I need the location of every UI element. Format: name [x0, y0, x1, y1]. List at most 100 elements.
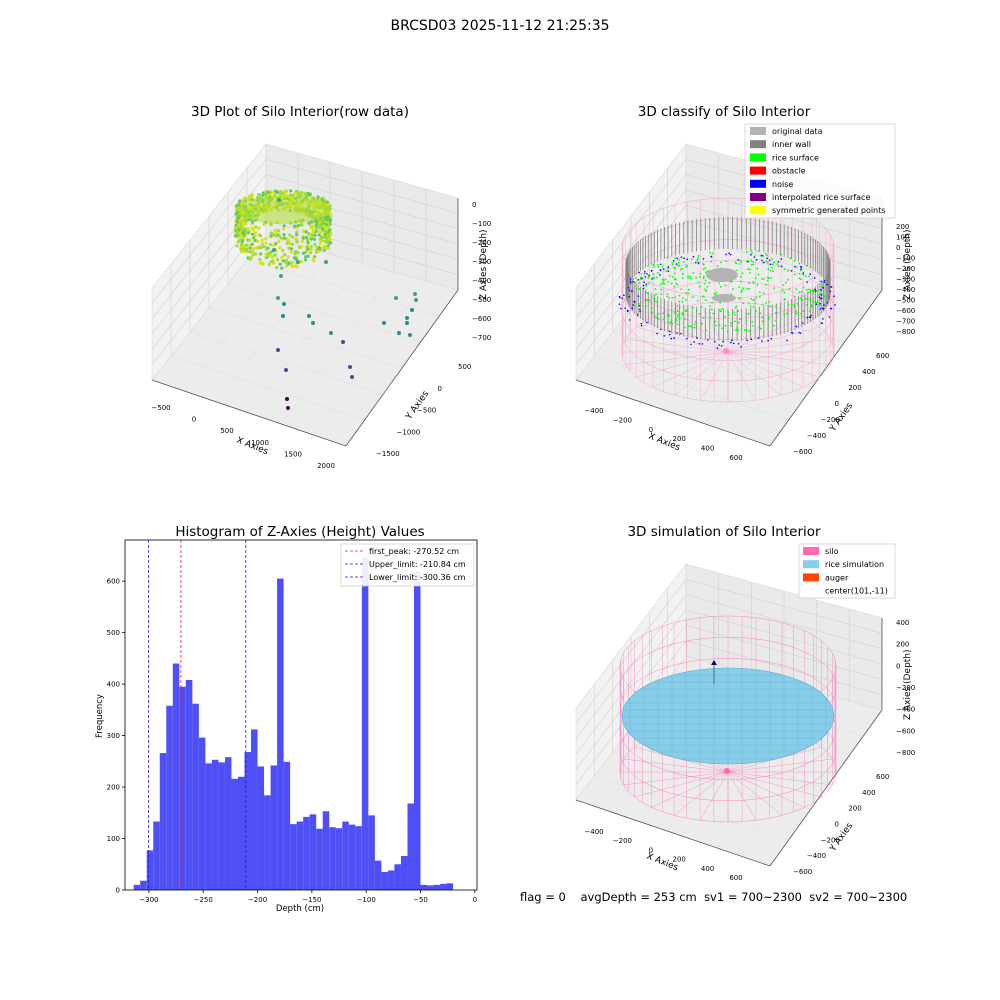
p2-rice-surface-point	[766, 276, 769, 279]
p2-rice-surface-point	[802, 310, 805, 313]
p2-noise-point	[755, 258, 758, 261]
p2-rice-surface-point	[734, 261, 737, 264]
p2-noise-point	[716, 347, 719, 349]
p2-rice-surface-point	[808, 288, 810, 291]
p2-noise-point	[640, 324, 643, 327]
p2-rice-surface-point	[655, 293, 657, 296]
p1-point	[242, 236, 246, 240]
p2-rice-surface-point	[698, 285, 701, 288]
p2-rice-surface-point	[750, 259, 752, 262]
p2-noise-point	[628, 289, 631, 292]
p4-box-y-axis	[769, 709, 883, 867]
p2-noise-point	[643, 281, 645, 283]
p2-rice-surface-point	[699, 272, 702, 275]
p1-point	[275, 258, 280, 262]
p1-point	[257, 194, 261, 198]
histogram-bar	[257, 766, 265, 890]
p2-rice-surface-point	[745, 251, 748, 253]
p2-noise-point	[747, 260, 749, 263]
p2-noise-point	[808, 316, 811, 319]
p2-rice-surface-point	[682, 311, 684, 314]
p1-point	[240, 249, 244, 254]
status-line: flag = 0 avgDepth = 253 cm sv1 = 700~230…	[520, 890, 907, 904]
histogram-bar	[368, 815, 375, 890]
p2-rice-surface-point	[666, 256, 669, 259]
p4-y-tick: −600	[793, 868, 812, 876]
p1-point	[279, 236, 284, 240]
p2-noise-point	[737, 342, 740, 345]
p1-point	[301, 251, 306, 255]
p2-rice-surface-point	[666, 295, 669, 298]
p2-rice-surface-point	[674, 282, 677, 285]
histogram-legend-label: Upper_limit: -210.84 cm	[369, 560, 466, 569]
p1-point	[269, 231, 273, 235]
p2-rice-surface-point	[669, 321, 671, 324]
histogram-bar	[153, 821, 160, 890]
p2-noise-point	[818, 296, 821, 298]
p2-rice-surface-point	[747, 268, 749, 271]
p2-rice-surface-point	[757, 250, 760, 253]
p2-noise-point	[834, 304, 836, 306]
p2-rice-surface-point	[718, 324, 721, 327]
p2-noise-point	[767, 339, 769, 342]
p2-noise-point	[701, 343, 704, 345]
p4-legend-swatch	[803, 547, 819, 555]
p1-outlier-point	[341, 340, 345, 344]
panel-classify-title: 3D classify of Silo Interior	[638, 104, 811, 120]
p2-noise-point	[676, 332, 678, 334]
p2-rice-surface-point	[703, 288, 706, 291]
histogram-bar	[166, 705, 173, 890]
p2-rice-surface-point	[734, 313, 737, 316]
p2-silo-spoke	[636, 351, 729, 378]
p2-rice-surface-point	[713, 292, 716, 295]
p2-rice-surface-point	[816, 301, 819, 304]
panel-raw-zlabel: Z Axies (Depth)	[479, 229, 489, 300]
p2-rice-surface-point	[793, 304, 796, 307]
p2-rice-surface-point	[694, 323, 696, 325]
p2-rice-surface-point	[697, 281, 700, 284]
p2-rice-surface-point	[647, 292, 649, 295]
p1-outlier-point	[350, 375, 354, 379]
p1-point	[284, 264, 288, 268]
histogram-bar	[394, 864, 401, 890]
p2-noise-point	[629, 278, 632, 280]
p2-rice-surface-point	[674, 312, 677, 315]
p4-z-tick: −200	[896, 684, 915, 692]
p2-rice-surface-point	[634, 281, 637, 284]
p2-rice-surface-point	[693, 326, 696, 329]
p2-rice-surface-point	[742, 302, 745, 305]
p1-point	[250, 232, 255, 236]
histogram-bar	[446, 883, 454, 890]
p1-point	[295, 230, 299, 234]
p1-point	[277, 239, 281, 244]
p1-point	[303, 192, 307, 196]
p2-rice-surface-point	[720, 261, 722, 264]
p2-x-tick: 400	[701, 445, 714, 453]
p1-point	[296, 224, 300, 228]
p1-point	[289, 189, 293, 193]
p1-point	[301, 236, 305, 240]
p2-rice-surface-point	[686, 309, 689, 312]
histogram-bar	[224, 757, 232, 890]
p2-rice-surface-point	[644, 291, 647, 294]
p4-legend-label: center(101,-11)	[825, 587, 888, 596]
p2-rice-surface-point	[776, 263, 779, 266]
p2-rice-surface-point	[735, 305, 738, 308]
p2-noise-point	[668, 333, 671, 336]
p2-rice-surface-point	[662, 318, 665, 321]
p2-rice-surface-point	[683, 326, 686, 329]
p2-z-tick: −300	[896, 276, 915, 284]
p2-rice-surface-point	[725, 260, 727, 263]
p2-rice-surface-point	[742, 287, 745, 290]
p2-noise-point	[696, 337, 698, 339]
p4-z-tick: −800	[896, 749, 915, 757]
p1-point	[281, 191, 285, 195]
p1-point	[264, 252, 268, 256]
p1-point	[248, 257, 253, 261]
p2-rice-surface-point	[657, 263, 659, 266]
p2-rice-surface-point	[767, 268, 770, 270]
p2-rice-surface-point	[700, 305, 703, 308]
p2-rice-surface-point	[804, 275, 807, 277]
p1-point	[324, 230, 328, 234]
p2-rice-surface-point	[637, 302, 640, 305]
